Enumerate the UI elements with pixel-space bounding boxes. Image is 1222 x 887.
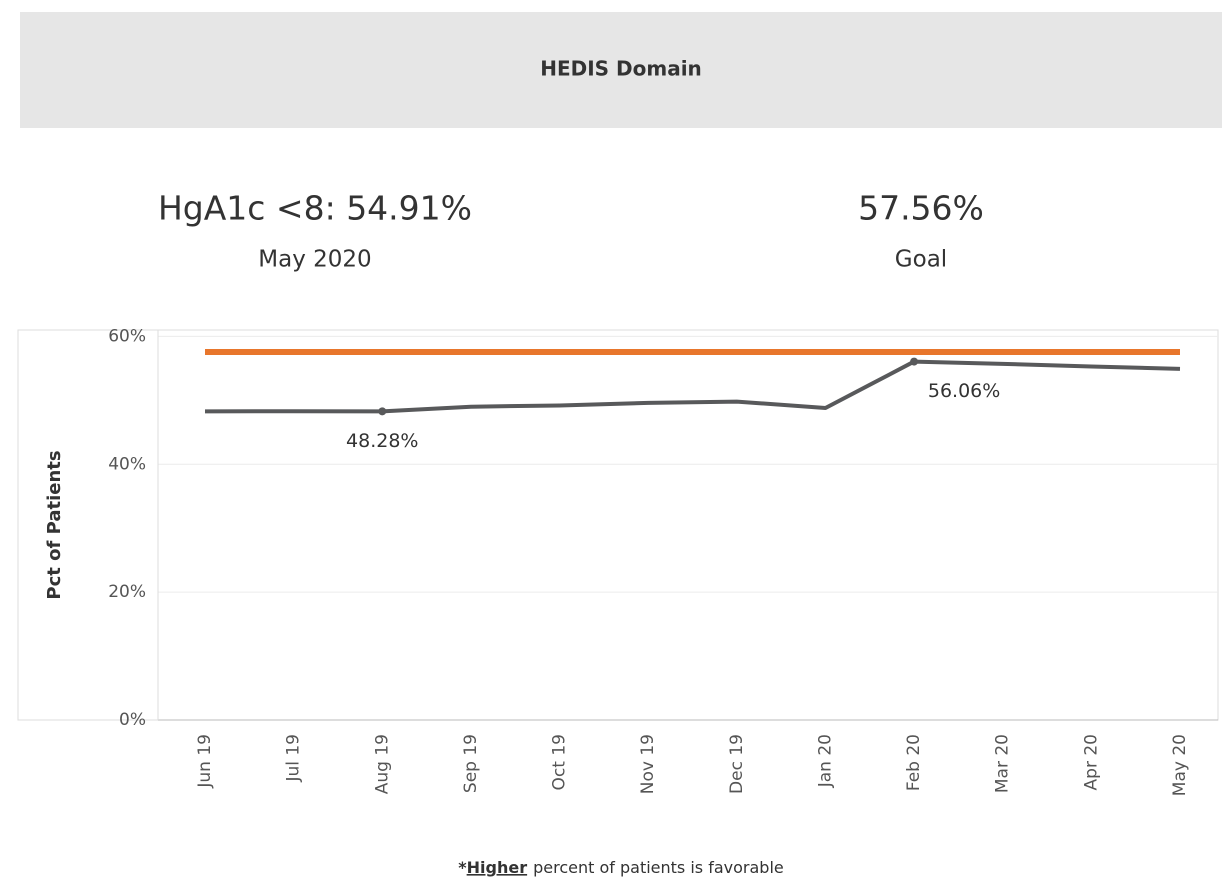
x-tick-label: Jan 20 xyxy=(815,734,835,788)
data-label: 48.28% xyxy=(346,430,418,452)
x-tick-label: Oct 19 xyxy=(550,734,570,790)
x-tick-label: Sep 19 xyxy=(461,734,481,793)
x-tick-label: Apr 20 xyxy=(1081,734,1101,790)
x-tick-label: Jun 19 xyxy=(195,734,215,789)
y-tick-label: 40% xyxy=(108,454,146,474)
y-tick-label: 60% xyxy=(108,326,146,346)
x-tick-label: May 20 xyxy=(1170,734,1190,796)
footnote-rest: percent of patients is favorable xyxy=(533,858,784,877)
y-axis-title: Pct of Patients xyxy=(44,450,65,599)
footnote-prefix: * xyxy=(458,858,467,877)
x-tick-label: Mar 20 xyxy=(993,734,1013,793)
header-title: HEDIS Domain xyxy=(540,57,702,81)
x-tick-label: Feb 20 xyxy=(904,734,924,791)
footnote: *Higher percent of patients is favorable xyxy=(458,858,783,877)
chart-frame xyxy=(17,329,1219,721)
y-tick-label: 0% xyxy=(119,710,146,730)
footnote-emphasis: Higher xyxy=(467,858,528,877)
data-label: 56.06% xyxy=(928,380,1000,402)
kpi-measure: HgA1c <8: 54.91% xyxy=(158,189,472,228)
x-tick-label: Jul 19 xyxy=(284,734,304,783)
x-tick-label: Nov 19 xyxy=(638,734,658,794)
header-bar xyxy=(20,12,1222,128)
data-line xyxy=(204,359,1181,414)
kpi-goal-value: 57.56% xyxy=(858,189,984,228)
x-tick-label: Aug 19 xyxy=(372,734,392,794)
data-point xyxy=(910,357,919,366)
kpi-period: May 2020 xyxy=(258,247,371,273)
x-tick-label: Dec 19 xyxy=(727,734,747,794)
kpi-goal-label: Goal xyxy=(895,247,947,273)
data-point xyxy=(378,407,387,416)
y-tick-label: 20% xyxy=(108,582,146,602)
